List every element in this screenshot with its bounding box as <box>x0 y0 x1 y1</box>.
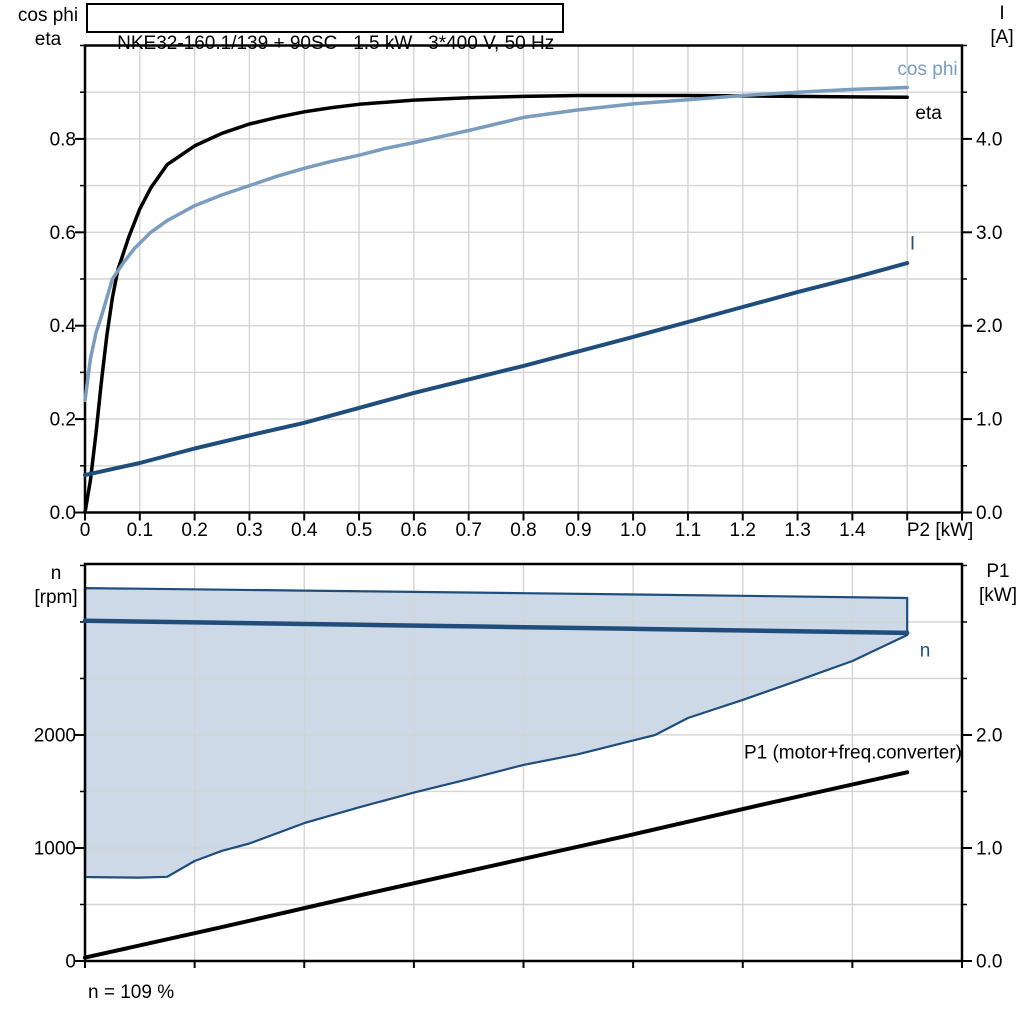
top-chart: 0 0.1 0.2 0.3 0.4 0.5 0.6 0.7 0.8 0.9 1.0 1.1 1.2 1.3… <box>50 44 1003 541</box>
n-curve <box>82 618 910 636</box>
left-tick-label: 0.0 <box>50 503 76 524</box>
bottom-ticks <box>75 564 972 968</box>
x-tick-label: 0.6 <box>401 520 427 541</box>
right-tick-label: 2.0 <box>976 725 1002 746</box>
top-left-axis-title: cos phi eta <box>10 4 86 52</box>
eta-curve <box>83 93 909 515</box>
x-tick-label: 0.9 <box>565 520 591 541</box>
left-tick-label: 0.4 <box>50 316 77 337</box>
left-tick-label: 0.8 <box>50 129 76 150</box>
top-ticks <box>75 44 972 521</box>
cos-phi-curve-label: cos phi <box>897 59 957 80</box>
x-tick-label: 0.8 <box>510 520 536 541</box>
right-axis-title-line2: [A] <box>990 27 1014 48</box>
x-tick-label: 0.5 <box>346 520 372 541</box>
eta-curve-label: eta <box>915 103 942 124</box>
x-tick-label: 0.4 <box>291 520 318 541</box>
x-axis-unit-label: P2 [kW] <box>907 520 974 541</box>
bottom-tick-labels: 0 1000 2000 0.0 1.0 2.0 <box>34 725 1003 972</box>
right-tick-label: 0.0 <box>976 952 1002 973</box>
x-tick-label: 0 <box>80 520 91 541</box>
x-tick-label: 1.3 <box>784 520 810 541</box>
x-tick-label: 1.1 <box>675 520 701 541</box>
top-right-axis-title: I [A] <box>979 2 1024 50</box>
right-tick-label: 0.0 <box>976 503 1002 524</box>
x-tick-label: 1.0 <box>620 520 646 541</box>
chart-title: NKE32-160.1/139 + 90SC 1.5 kW 3*400 V, 5… <box>117 33 555 54</box>
right-axis-title-line1: I <box>999 3 1005 24</box>
speed-control-range-border <box>83 586 909 879</box>
left-tick-label: 2000 <box>34 725 76 746</box>
right-tick-label: 2.0 <box>976 316 1002 337</box>
chart-title-box: NKE32-160.1/139 + 90SC 1.5 kW 3*400 V, 5… <box>86 3 565 54</box>
bottom-right-axis-title: P1 [kW] <box>972 560 1024 608</box>
speed-axis-title-line2: [rpm] <box>34 587 78 608</box>
left-tick-label: 1000 <box>34 838 76 859</box>
speed-axis-title-line1: n <box>50 563 62 584</box>
bottom-left-axis-title: n [rpm] <box>24 562 88 610</box>
left-tick-label: 0 <box>65 952 76 973</box>
top-tick-labels: 0 0.1 0.2 0.3 0.4 0.5 0.6 0.7 0.8 0.9 1.0 1.1 1.2 1.3… <box>50 129 1003 541</box>
x-tick-label: 1.4 <box>839 520 866 541</box>
left-axis-title-line2: eta <box>34 29 62 50</box>
I-curve <box>83 261 910 478</box>
bottom-chart: 0 1000 2000 0.0 1.0 2.0 n P1 (motor+freq.conver… <box>34 562 1003 973</box>
speed-control-range-fill <box>85 588 908 878</box>
right-tick-label: 3.0 <box>976 223 1002 244</box>
right-tick-label: 1.0 <box>976 838 1002 859</box>
x-tick-label: 0.2 <box>181 520 207 541</box>
p1-axis-title-line1: P1 <box>986 561 1010 582</box>
p1-axis-title-line2: [kW] <box>979 585 1017 606</box>
left-axis-title-line1: cos phi <box>17 5 79 26</box>
x-tick-label: 0.7 <box>455 520 481 541</box>
speed-percent-annotation: n = 109 % <box>88 982 175 1003</box>
cos-phi-curve <box>83 85 909 403</box>
right-tick-label: 1.0 <box>976 410 1002 431</box>
left-tick-label: 0.6 <box>50 223 76 244</box>
P1-curve <box>83 770 910 960</box>
P1-curve-label: P1 (motor+freq.converter) <box>744 742 962 763</box>
I-curve-label: I <box>910 233 915 254</box>
right-tick-label: 4.0 <box>976 129 1002 150</box>
x-tick-label: 0.3 <box>236 520 262 541</box>
x-tick-label: 0.1 <box>127 520 153 541</box>
n-curve-label: n <box>920 641 931 662</box>
x-tick-label: 1.2 <box>730 520 756 541</box>
left-tick-label: 0.2 <box>50 410 76 431</box>
